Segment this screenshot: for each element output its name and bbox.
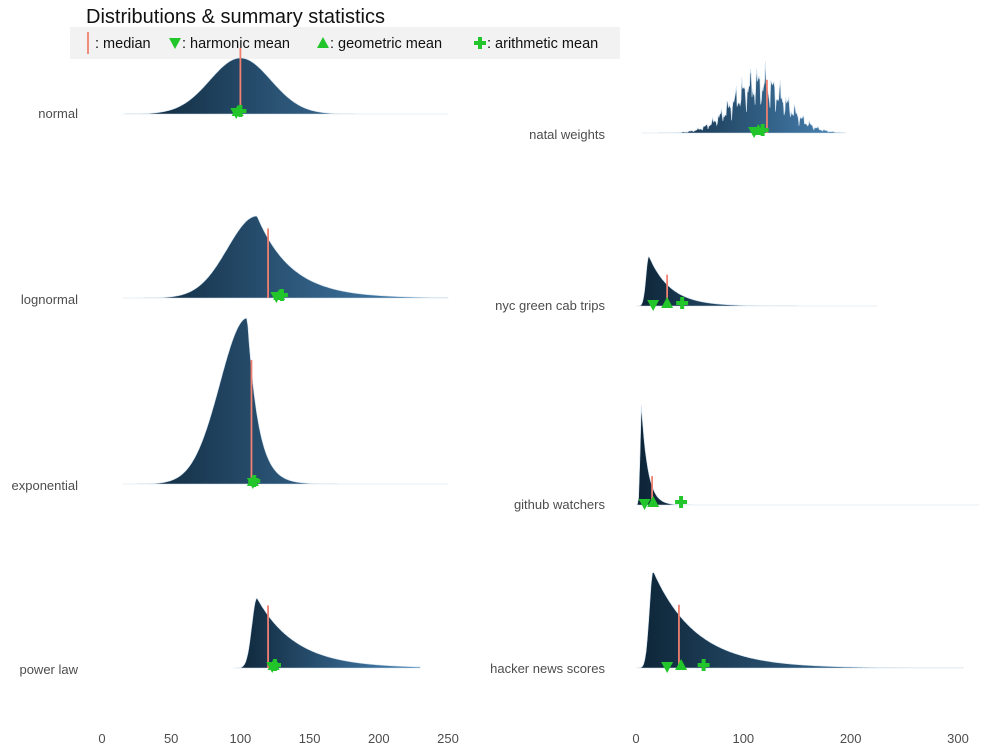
legend-label-triangle-down: : harmonic mean [182,36,290,52]
category-label-lognormal: lognormal [21,292,78,307]
category-label-natal-weights: natal weights [529,127,605,142]
x-tick-right-200: 200 [840,731,862,746]
density-area-normal [122,57,448,115]
ridge-normal: normal [38,48,448,121]
legend-label-triangle-up: : geometric mean [330,36,442,52]
density-area-github-watchers [635,405,980,506]
panel-left: normal lognormal exponential power law [12,48,449,677]
arithmetic-mean-marker-hacker-news-scores [697,659,710,671]
density-area-nyc-green-cab-trips [636,255,878,307]
x-tick-right-300: 300 [947,731,969,746]
density-area-lognormal [122,215,449,299]
geometric-mean-marker-github-watchers [647,496,660,507]
harmonic-mean-marker-nyc-green-cab-trips [647,300,660,311]
arithmetic-mean-marker-github-watchers [675,496,688,508]
x-tick-right-100: 100 [732,731,754,746]
x-tick-left-0: 0 [98,731,105,746]
arithmetic-mean-marker-power-law [269,659,281,671]
density-area-hacker-news-scores [636,571,964,669]
legend-symbol-triangle-down [169,38,181,49]
category-label-normal: normal [38,106,78,121]
ridge-natal-weights: natal weights [529,61,846,142]
legend-symbol-triangle-up [317,37,329,48]
legend-background [70,27,620,59]
geometric-mean-marker-nyc-green-cab-trips [661,297,674,308]
harmonic-mean-marker-hacker-news-scores [661,662,674,673]
ridge-lognormal: lognormal [21,215,449,307]
legend-label-cross: : arithmetic mean [487,36,598,52]
x-tick-left-150: 150 [299,731,321,746]
arithmetic-mean-marker-exponential [248,475,261,487]
ridge-power-law: power law [19,597,421,677]
arithmetic-mean-marker-nyc-green-cab-trips [676,297,689,309]
category-label-power-law: power law [19,662,78,677]
category-label-github-watchers: github watchers [514,497,606,512]
x-tick-left-100: 100 [230,731,252,746]
legend-label-median-line: : median [95,36,151,52]
arithmetic-mean-marker-normal [234,105,247,117]
legend: : median : harmonic mean : geometric mean:… [70,27,620,59]
arithmetic-mean-marker-natal-weights [756,124,769,136]
ridge-exponential: exponential [12,317,448,493]
arithmetic-mean-marker-lognormal [275,289,288,301]
density-area-power-law [233,597,421,669]
legend-symbol-cross [474,37,486,49]
density-area-natal-weights [641,61,846,134]
harmonic-mean-marker-github-watchers [638,499,651,510]
category-label-nyc-green-cab-trips: nyc green cab trips [495,298,605,313]
ridge-github-watchers: github watchers [514,405,980,512]
x-tick-left-200: 200 [368,731,390,746]
panel-right: natal weights nyc green cab trips github w… [490,61,980,676]
density-area-exponential [122,317,448,485]
x-tick-left-50: 50 [164,731,178,746]
geometric-mean-marker-hacker-news-scores [675,659,688,670]
category-label-hacker-news-scores: hacker news scores [490,661,605,676]
x-tick-left-250: 250 [437,731,459,746]
ridge-hacker-news-scores: hacker news scores [490,571,964,676]
x-tick-right-0: 0 [632,731,639,746]
ridge-nyc-green-cab-trips: nyc green cab trips [495,255,878,313]
category-label-exponential: exponential [12,478,79,493]
chart-title: Distributions & summary statistics [86,6,385,28]
